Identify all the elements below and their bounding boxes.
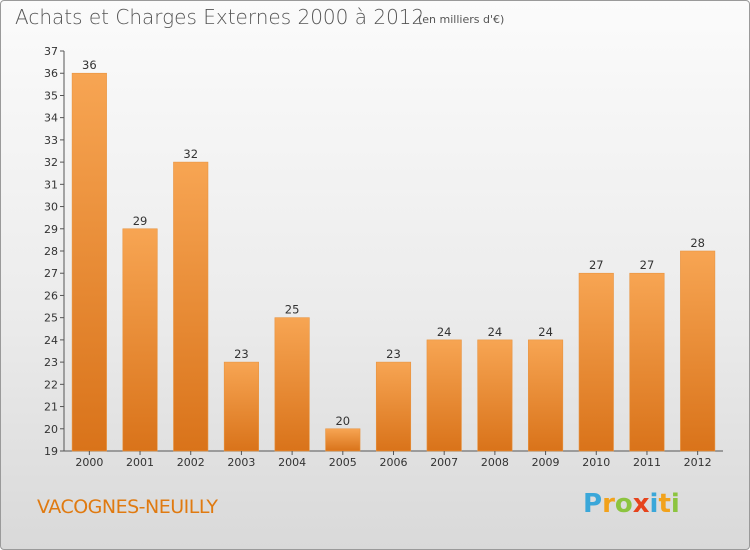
x-tick-label: 2008 (481, 456, 509, 469)
y-tick-label: 36 (44, 67, 58, 80)
bar-value-label: 24 (437, 325, 452, 339)
bar-2009 (528, 339, 564, 452)
x-tick-label: 2004 (278, 456, 306, 469)
bar-value-label: 24 (538, 325, 553, 339)
y-tick-label: 20 (44, 423, 58, 436)
bar-2002 (173, 161, 209, 452)
x-tick-label: 2011 (633, 456, 661, 469)
bar-value-label: 32 (183, 147, 198, 161)
x-tick-label: 2012 (684, 456, 712, 469)
x-tick-label: 2002 (177, 456, 205, 469)
y-tick-label: 30 (44, 201, 58, 214)
y-tick-label: 22 (44, 378, 58, 391)
y-tick-label: 29 (44, 223, 58, 236)
y-tick-label: 32 (44, 156, 58, 169)
y-tick-label: 21 (44, 401, 58, 414)
bar-2011 (629, 272, 665, 452)
x-tick-label: 2006 (380, 456, 408, 469)
bar-value-label: 24 (488, 325, 503, 339)
bars (71, 72, 716, 452)
bar-2012 (680, 250, 716, 452)
y-tick-label: 19 (44, 445, 58, 458)
proxiti-logo[interactable]: Proxiti (583, 489, 680, 519)
place-name: VACOGNES-NEUILLY (37, 496, 218, 518)
y-tick-label: 37 (44, 45, 58, 58)
x-tick-label: 2007 (430, 456, 458, 469)
chart-title: Achats et Charges Externes 2000 à 2012 (15, 5, 425, 29)
bar-value-label: 29 (133, 214, 148, 228)
bar-value-label: 25 (285, 303, 300, 317)
x-tick-label: 2005 (329, 456, 357, 469)
bar-2001 (122, 228, 158, 452)
x-tick-label: 2000 (75, 456, 103, 469)
x-tick-label: 2010 (582, 456, 610, 469)
bar-2005 (325, 428, 361, 452)
logo-letter: r (602, 489, 615, 519)
y-tick-label: 26 (44, 289, 58, 302)
chart-subtitle: (en milliers d'€) (418, 13, 505, 26)
y-tick-label: 28 (44, 245, 58, 258)
bar-value-labels: 36 29 32 23 25 20 23 24 24 24 27 27 28 (82, 58, 705, 428)
logo-letter: t (658, 489, 671, 519)
y-tick-label: 33 (44, 134, 58, 147)
bar-value-label: 23 (386, 347, 401, 361)
x-tick-label: 2003 (227, 456, 255, 469)
bar-2007 (426, 339, 462, 452)
bar-value-label: 20 (335, 414, 350, 428)
y-tick-label: 35 (44, 89, 58, 102)
bar-2003 (223, 361, 259, 452)
bar-value-label: 28 (690, 236, 705, 250)
logo-letter: i (670, 489, 680, 519)
bar-2008 (477, 339, 513, 452)
logo-letter: P (583, 489, 603, 519)
y-tick-label: 24 (44, 334, 58, 347)
x-axis-ticks: 2000 2001 2002 2003 2004 2005 2006 2007 2008 2009… (75, 451, 712, 469)
bar-value-label: 27 (640, 258, 655, 272)
bar-2000 (71, 72, 107, 452)
bar-2010 (578, 272, 614, 452)
y-tick-label: 23 (44, 356, 58, 369)
bar-value-label: 27 (589, 258, 604, 272)
logo-letter: x (632, 489, 650, 519)
y-tick-label: 25 (44, 312, 58, 325)
y-axis-ticks: 19 20 21 22 23 24 25 26 27 28 29 30 31 32 33 34 35 36 37 (44, 45, 64, 458)
bar-2004 (274, 317, 310, 452)
x-tick-label: 2009 (532, 456, 560, 469)
x-tick-label: 2001 (126, 456, 154, 469)
logo-letter: o (614, 489, 633, 519)
y-tick-label: 34 (44, 112, 58, 125)
bar-value-label: 36 (82, 58, 97, 72)
y-tick-label: 27 (44, 267, 58, 280)
logo-letter: i (649, 489, 659, 519)
y-tick-label: 31 (44, 178, 58, 191)
bar-2006 (375, 361, 412, 452)
bar-value-label: 23 (234, 347, 249, 361)
